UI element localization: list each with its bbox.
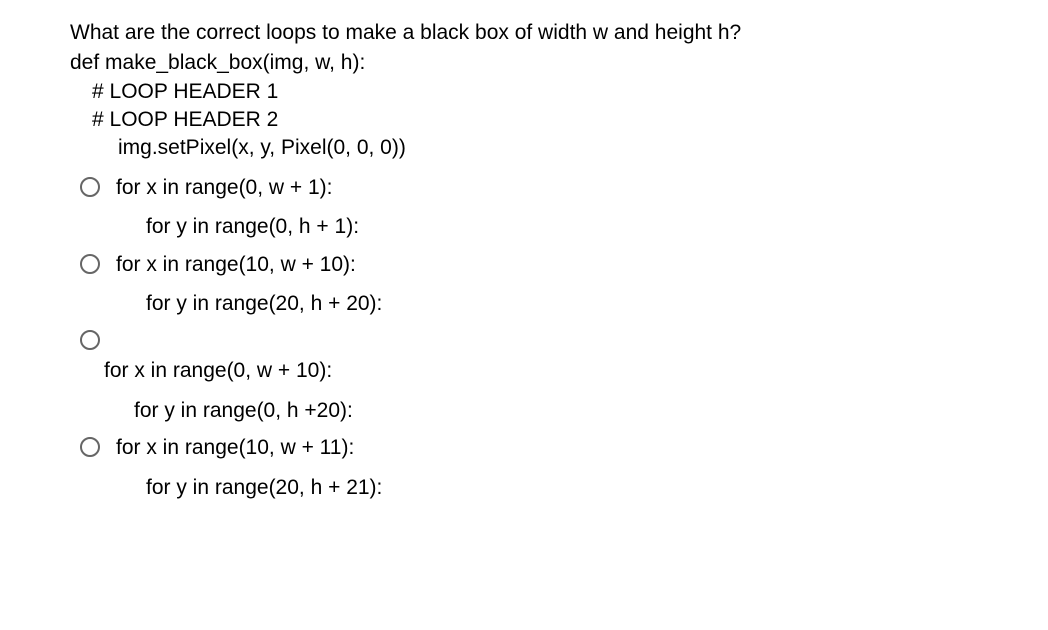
question-container: What are the correct loops to make a bla… xyxy=(0,0,1048,502)
code-def-line: def make_black_box(img, w, h): xyxy=(70,49,1048,77)
code-comment-1: # LOOP HEADER 1 xyxy=(92,78,1048,106)
option-a: for x in range(0, w + 1): for y in range… xyxy=(70,173,1048,242)
option-d: for x in range(10, w + 11): for y in ran… xyxy=(70,433,1048,502)
option-a-line2: for y in range(0, h + 1): xyxy=(146,212,359,241)
option-b-content: for x in range(10, w + 10): for y in ran… xyxy=(116,250,382,319)
radio-option-a[interactable] xyxy=(80,177,100,197)
options-group: for x in range(0, w + 1): for y in range… xyxy=(70,173,1048,502)
code-block: def make_black_box(img, w, h): # LOOP HE… xyxy=(70,49,1048,162)
code-comment-2: # LOOP HEADER 2 xyxy=(92,106,1048,134)
option-b-line1: for x in range(10, w + 10): xyxy=(116,250,382,279)
radio-option-d[interactable] xyxy=(80,437,100,457)
option-c-line1: for x in range(0, w + 10): xyxy=(104,356,353,385)
radio-option-b[interactable] xyxy=(80,254,100,274)
code-body-line: img.setPixel(x, y, Pixel(0, 0, 0)) xyxy=(118,134,1048,162)
option-c: for x in range(0, w + 10): for y in rang… xyxy=(70,326,1048,425)
question-prompt: What are the correct loops to make a bla… xyxy=(70,18,1048,47)
radio-option-c[interactable] xyxy=(80,330,100,350)
option-a-line1: for x in range(0, w + 1): xyxy=(116,173,359,202)
option-a-content: for x in range(0, w + 1): for y in range… xyxy=(116,173,359,242)
option-b: for x in range(10, w + 10): for y in ran… xyxy=(70,250,1048,319)
option-d-content: for x in range(10, w + 11): for y in ran… xyxy=(116,433,382,502)
option-d-line1: for x in range(10, w + 11): xyxy=(116,433,382,462)
option-c-line2: for y in range(0, h +20): xyxy=(134,396,353,425)
option-d-line2: for y in range(20, h + 21): xyxy=(146,473,382,502)
option-b-line2: for y in range(20, h + 20): xyxy=(146,289,382,318)
option-c-content: for x in range(0, w + 10): for y in rang… xyxy=(104,326,353,425)
